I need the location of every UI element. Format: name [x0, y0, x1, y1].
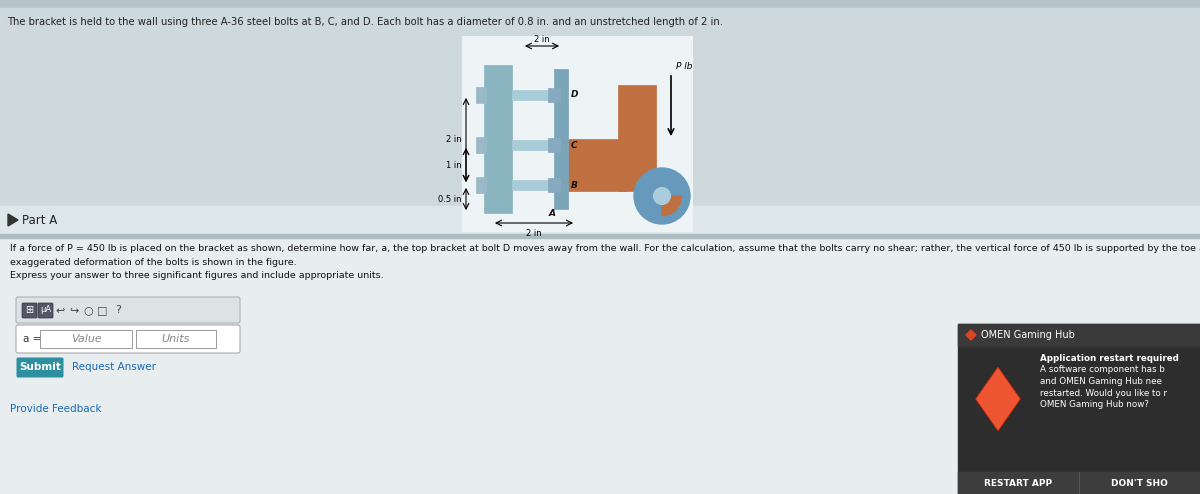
Text: OMEN Gaming Hub now?: OMEN Gaming Hub now?: [1040, 400, 1150, 409]
Text: 1 in: 1 in: [446, 161, 462, 169]
FancyBboxPatch shape: [16, 297, 240, 323]
Text: ↩: ↩: [55, 305, 65, 315]
Bar: [462, 36, 692, 231]
Text: Submit: Submit: [19, 363, 61, 372]
Text: Provide Feedback: Provide Feedback: [10, 404, 102, 414]
Text: Units: Units: [162, 334, 190, 344]
Bar: [512, 180, 556, 190]
FancyBboxPatch shape: [17, 358, 64, 377]
Text: C: C: [571, 140, 577, 150]
FancyBboxPatch shape: [22, 303, 37, 318]
Text: 2 in: 2 in: [446, 135, 462, 145]
Text: µA: µA: [40, 305, 52, 315]
Text: 0.5 in: 0.5 in: [438, 195, 462, 204]
Bar: [484, 65, 512, 213]
Text: Value: Value: [71, 334, 101, 344]
Bar: [618, 85, 656, 191]
Text: DON'T SHO: DON'T SHO: [1111, 479, 1168, 488]
Bar: [476, 137, 486, 153]
Text: Part A: Part A: [22, 213, 58, 227]
Wedge shape: [662, 196, 682, 215]
Text: 2 in: 2 in: [534, 35, 550, 44]
Text: A software component has b: A software component has b: [1040, 366, 1165, 374]
Text: The bracket is held to the wall using three A-36 steel bolts at B, C, and D. Eac: The bracket is held to the wall using th…: [7, 17, 722, 27]
Text: Application restart required: Application restart required: [1040, 354, 1178, 363]
Text: a =: a =: [23, 334, 41, 344]
Polygon shape: [966, 330, 976, 340]
Bar: [548, 138, 560, 152]
Text: RESTART APP: RESTART APP: [984, 479, 1052, 488]
Text: B: B: [571, 180, 578, 190]
FancyBboxPatch shape: [16, 325, 240, 353]
Bar: [958, 324, 1200, 346]
Text: Request Answer: Request Answer: [72, 363, 156, 372]
Bar: [554, 69, 568, 209]
Text: exaggerated deformation of the bolts is shown in the figure.: exaggerated deformation of the bolts is …: [10, 258, 296, 267]
Bar: [0, 234, 1200, 238]
Bar: [0, 0, 1200, 8]
Bar: [0, 8, 1200, 34]
Text: P lb: P lb: [676, 62, 692, 71]
Bar: [512, 90, 556, 100]
Text: D: D: [571, 90, 578, 99]
Text: ○: ○: [83, 305, 92, 315]
Polygon shape: [976, 367, 1020, 431]
Bar: [958, 472, 1200, 494]
Text: A: A: [550, 209, 556, 218]
Bar: [476, 87, 486, 103]
Text: 2 in: 2 in: [526, 229, 542, 238]
Text: ⊞: ⊞: [25, 305, 34, 315]
Bar: [476, 177, 486, 193]
Bar: [0, 206, 1200, 234]
Text: ↪: ↪: [70, 305, 79, 315]
Text: □: □: [97, 305, 107, 315]
Text: If a force of P = 450 lb is placed on the bracket as shown, determine how far, a: If a force of P = 450 lb is placed on th…: [10, 244, 1200, 253]
Bar: [40, 330, 132, 348]
Bar: [512, 140, 556, 150]
Text: ?: ?: [115, 305, 121, 315]
Text: OMEN Gaming Hub: OMEN Gaming Hub: [982, 330, 1075, 340]
FancyBboxPatch shape: [38, 303, 53, 318]
Bar: [548, 178, 560, 192]
Bar: [568, 139, 626, 191]
Circle shape: [634, 168, 690, 224]
Bar: [958, 324, 1200, 494]
Text: and OMEN Gaming Hub nee: and OMEN Gaming Hub nee: [1040, 377, 1162, 386]
Text: restarted. Would you like to r: restarted. Would you like to r: [1040, 388, 1168, 398]
Bar: [548, 88, 560, 102]
Polygon shape: [8, 214, 18, 226]
Circle shape: [654, 188, 671, 205]
Bar: [136, 330, 216, 348]
Text: Express your answer to three significant figures and include appropriate units.: Express your answer to three significant…: [10, 271, 384, 280]
Bar: [0, 234, 1200, 494]
